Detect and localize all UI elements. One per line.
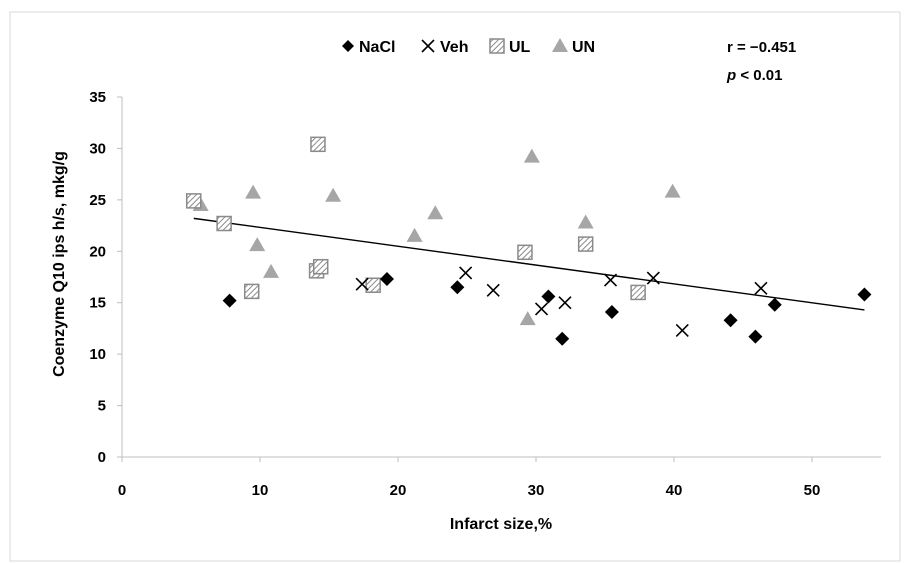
data-point-veh [486,283,500,297]
data-point-nacl [767,297,782,312]
legend-label: NaCl [359,39,395,56]
legend-marker [421,39,435,53]
data-point-veh [558,296,572,310]
data-point-ul [243,283,260,300]
legend-item-nacl: NaCl [342,39,395,56]
x-stroke [421,39,435,53]
data-point-nacl [450,280,465,295]
series-ul [186,136,646,301]
data-point-veh [534,302,549,316]
y-tick-label: 30 [89,140,106,157]
data-point-ul [630,284,646,301]
x-stroke [603,273,618,287]
legend-item-ul: UL [489,38,531,56]
data-point-un [519,311,536,326]
data-point-un [249,237,266,252]
data-point-nacl [379,272,394,287]
data-point-un [523,148,540,163]
data-point-ul [310,136,326,153]
data-point-nacl [604,304,619,319]
x-tick-label: 10 [252,482,269,499]
correlation-annotation: r = −0.451 [727,39,796,56]
y-axis-title: Coenzyme Q10 ips h/s, mkg/g [51,151,68,377]
data-point-veh [355,277,369,291]
y-tick-label: 15 [89,295,106,312]
x-tick-label: 50 [804,482,821,499]
legend-label: Veh [440,39,468,56]
legend-marker [489,38,505,54]
legend-marker [342,40,354,52]
trendline [193,217,865,311]
data-point-veh [459,266,473,280]
data-point-veh [646,271,660,285]
legend-label: UL [509,39,531,56]
data-point-ul [216,215,232,232]
data-point-un [427,205,444,220]
y-tick-label: 25 [89,192,106,209]
x-stroke [558,296,572,310]
y-tick-label: 35 [89,89,106,106]
p-value-annotation: p < 0.01 [726,67,782,84]
p-value-text: < 0.01 [736,67,782,84]
x-tick-label: 30 [528,482,545,499]
data-point-ul [365,277,381,293]
x-tick-label: 20 [390,482,407,499]
series-nacl [222,272,872,346]
data-point-ul [186,193,202,209]
x-stroke [675,323,689,338]
y-tick-label: 5 [98,398,106,415]
x-tick-label: 0 [118,482,126,499]
data-point-veh [675,323,689,338]
series-veh [355,266,768,338]
data-point-nacl [222,293,237,308]
x-stroke [534,302,549,316]
p-symbol: p [726,67,736,84]
x-stroke [646,271,660,285]
y-tick-label: 0 [98,449,106,466]
x-axis-title: Infarct size,% [450,516,552,533]
data-point-un [263,263,280,278]
data-point-nacl [555,331,570,346]
legend-label: UN [572,39,595,56]
data-point-un [406,227,423,242]
data-point-un [664,183,681,198]
x-stroke [754,281,768,295]
data-point-veh [754,281,768,295]
plot-area: 0 5 10 15 20 25 30 35 0 10 20 30 40 50 [89,89,881,499]
legend-item-un: UN [552,38,595,56]
data-point-un [577,214,594,229]
x-tick-label: 40 [666,482,683,499]
data-point-nacl [748,329,763,344]
legend: NaCl Veh UL UN [342,38,595,56]
x-stroke [355,277,369,291]
x-stroke [486,283,500,297]
data-point-nacl [723,313,738,328]
data-point-ul [577,236,594,252]
data-point-nacl [541,289,556,304]
x-stroke [459,266,473,280]
y-tick-label: 20 [89,243,106,260]
data-point-un [245,184,262,199]
data-point-un [325,187,342,202]
legend-item-veh: Veh [421,39,468,56]
data-point-nacl [857,287,872,302]
data-point-ul [312,258,329,275]
data-point-veh [603,273,618,287]
legend-marker [552,38,568,52]
data-point-ul [517,244,533,261]
y-tick-label: 10 [89,346,106,363]
